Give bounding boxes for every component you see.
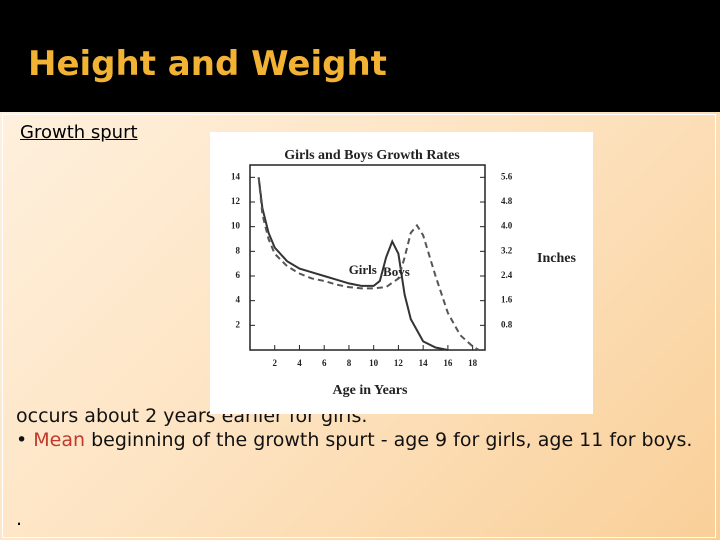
y-tick-label: 12 [231, 196, 241, 206]
y-tick-label: 2 [236, 319, 241, 329]
x-axis-label: Age in Years [333, 383, 408, 398]
y2-tick-label: 5.6 [501, 171, 513, 181]
series-label: Boys [383, 264, 410, 279]
x-tick-label: 2 [272, 358, 277, 368]
bullet-item: • Mean beginning of the growth spurt - a… [16, 428, 706, 452]
plot-frame [249, 164, 486, 351]
series-label: Girls [349, 262, 377, 277]
x-tick-label: 6 [322, 358, 327, 368]
x-tick-label: 12 [394, 358, 404, 368]
bullet-text: beginning of the growth spurt - age 9 fo… [91, 429, 693, 451]
content-frame [2, 114, 716, 538]
y2-tick-label: 4.8 [501, 196, 513, 206]
subtitle: Growth spurt [20, 122, 138, 143]
series-line [257, 177, 480, 351]
y-tick-label: 10 [231, 221, 241, 231]
x-tick-label: 8 [347, 358, 352, 368]
y-tick-label: 8 [236, 245, 241, 255]
chart-title: Girls and Boys Growth Rates [284, 148, 460, 163]
x-tick-label: 16 [443, 358, 453, 368]
x-tick-label: 14 [419, 358, 429, 368]
footer-dot: . [16, 508, 23, 530]
header-bar [0, 0, 720, 112]
y-tick-label: 14 [231, 171, 241, 181]
x-tick-label: 4 [297, 358, 302, 368]
y2-tick-label: 3.2 [501, 245, 513, 255]
x-tick-label: 18 [468, 358, 478, 368]
y2-tick-label: 4.0 [501, 221, 513, 231]
y-tick-label: 4 [236, 295, 241, 305]
y2-tick-label: 0.8 [501, 319, 513, 329]
y2-tick-label: 2.4 [501, 270, 513, 280]
bullet: • [16, 429, 28, 451]
x-tick-label: 10 [369, 358, 379, 368]
y2-tick-label: 1.6 [501, 295, 513, 305]
highlight: Mean [33, 429, 86, 451]
y-tick-label: 6 [236, 270, 241, 280]
series-line [257, 177, 449, 351]
slide-title: Height and Weight [28, 44, 387, 84]
y2-axis-label: Inches [537, 251, 576, 266]
